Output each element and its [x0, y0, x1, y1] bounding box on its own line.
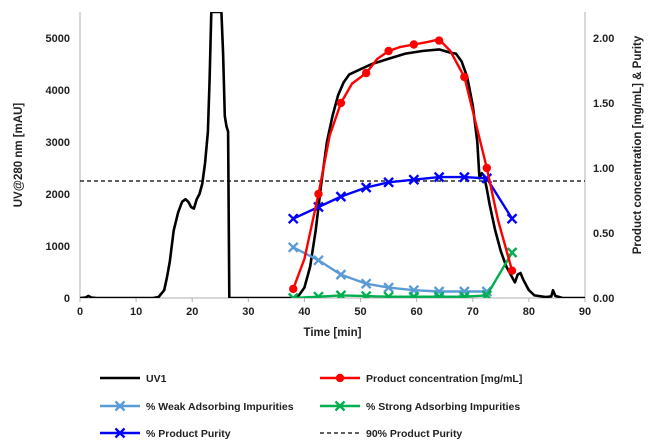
strong-adsorbing-impurities-point [459, 291, 470, 298]
legend-marker-point [335, 373, 345, 383]
x-tick-label: 50 [354, 306, 366, 318]
strong-adsorbing-impurities-point [481, 290, 493, 298]
y-right-tick-label: 1.50 [593, 98, 614, 110]
legend-marker-point [334, 400, 346, 412]
product-purity-point [459, 171, 470, 183]
product-concentration-mg-ml-point [507, 266, 517, 275]
product-concentration-mg-ml-point [314, 189, 323, 199]
product-concentration-mg-ml-point [336, 98, 346, 108]
product-purity-point [433, 171, 445, 183]
x-axis-title: Time [min] [304, 327, 362, 339]
weak-adsorbing-impurities-point [313, 254, 324, 266]
product-concentration-mg-ml-point [434, 36, 444, 45]
legend-label: % Weak Adsorbing Impurities [146, 401, 294, 413]
legend-label: % Strong Adsorbing Impurities [366, 401, 520, 413]
series-line-product-concentration-mg-ml [292, 38, 514, 290]
product-concentration-mg-ml-point [409, 40, 419, 49]
y-left-tick-label: 3000 [46, 137, 70, 149]
y-left-tick-label: 1000 [46, 241, 70, 253]
strong-adsorbing-impurities-point [287, 292, 299, 298]
x-tick-label: 90 [579, 306, 591, 318]
y-right-axis-title: Product concentration [mg/mL] & Purity [632, 35, 644, 254]
strong-adsorbing-impurities-point [408, 291, 420, 298]
product-purity-point [335, 191, 347, 202]
product-purity-point [287, 213, 299, 225]
legend-item-uv1: UV1 [100, 373, 167, 385]
x-tick-label: 10 [130, 306, 142, 318]
product-concentration-mg-ml-point [384, 46, 393, 56]
x-tick-label: 80 [523, 306, 535, 318]
legend-label: 90% Product Purity [366, 428, 462, 440]
product-purity-point [408, 174, 420, 186]
x-tick-labels: 0 10 20 30 40 50 60 70 80 90 [77, 298, 591, 318]
x-tick-label: 60 [411, 306, 423, 318]
y-right-tick-label: 2.00 [593, 33, 614, 45]
series-strong-adsorbing-impurities [287, 247, 518, 298]
legend: UV1 Product concentration [mg/mL] % Weak A… [100, 373, 522, 440]
product-purity-point [383, 176, 394, 188]
strong-adsorbing-impurities-point [433, 291, 445, 298]
legend-marker-point [114, 427, 126, 439]
y-left-tick-label: 0 [64, 293, 70, 305]
plot-area [79, 12, 586, 299]
legend-label: % Product Purity [146, 428, 231, 440]
legend-item-product-concentration-mg-ml: Product concentration [mg/mL] [320, 373, 522, 385]
strong-adsorbing-impurities-point [313, 291, 324, 298]
product-purity-point [360, 182, 372, 193]
x-tick-label: 0 [77, 306, 83, 318]
product-concentration-mg-ml-point [482, 163, 492, 173]
y-left-tick-labels: 0 1000 2000 3000 4000 5000 [46, 33, 70, 305]
legend-label: UV1 [146, 373, 167, 385]
weak-adsorbing-impurities-point [287, 241, 299, 253]
x-tick-label: 20 [186, 306, 198, 318]
y-right-tick-label: 0.50 [593, 228, 614, 240]
y-right-tick-label: 0.00 [593, 293, 614, 305]
strong-adsorbing-impurities-point [383, 291, 394, 298]
product-concentration-mg-ml-point [460, 72, 469, 82]
weak-adsorbing-impurities-point [360, 278, 372, 290]
legend-label: Product concentration [mg/mL] [366, 373, 522, 385]
weak-adsorbing-impurities-point [383, 282, 394, 293]
y-right-tick-labels: 0.00 0.50 1.00 1.50 2.00 [593, 33, 614, 305]
x-tick-label: 70 [467, 306, 479, 318]
legend-item-90-product-purity: 90% Product Purity [320, 428, 462, 440]
legend-marker-point [114, 400, 126, 412]
legend-item-product-purity: % Product Purity [100, 427, 231, 440]
x-tick-label: 40 [298, 306, 310, 318]
series-weak-adsorbing-impurities [287, 241, 493, 297]
y-left-axis-title: UV@280 nm [mAU] [13, 103, 25, 208]
strong-adsorbing-impurities-point [335, 290, 347, 298]
series-product-concentration-mg-ml [289, 36, 517, 294]
product-purity-point [506, 213, 518, 225]
legend-item-strong-adsorbing-impurities: % Strong Adsorbing Impurities [320, 400, 520, 413]
y-left-tick-label: 2000 [46, 189, 70, 201]
y-right-tick-label: 1.00 [593, 163, 614, 175]
product-concentration-mg-ml-point [289, 284, 298, 294]
legend-item-weak-adsorbing-impurities: % Weak Adsorbing Impurities [100, 400, 294, 413]
series-line-product-purity [292, 175, 514, 220]
weak-adsorbing-impurities-point [335, 269, 347, 280]
series-layer [80, 12, 585, 298]
y-left-tick-label: 4000 [46, 85, 70, 97]
strong-adsorbing-impurities-point [360, 290, 372, 298]
x-tick-label: 30 [242, 306, 254, 318]
product-concentration-mg-ml-point [361, 68, 371, 78]
y-left-tick-label: 5000 [46, 33, 70, 45]
series-line-strong-adsorbing-impurities [293, 251, 514, 298]
